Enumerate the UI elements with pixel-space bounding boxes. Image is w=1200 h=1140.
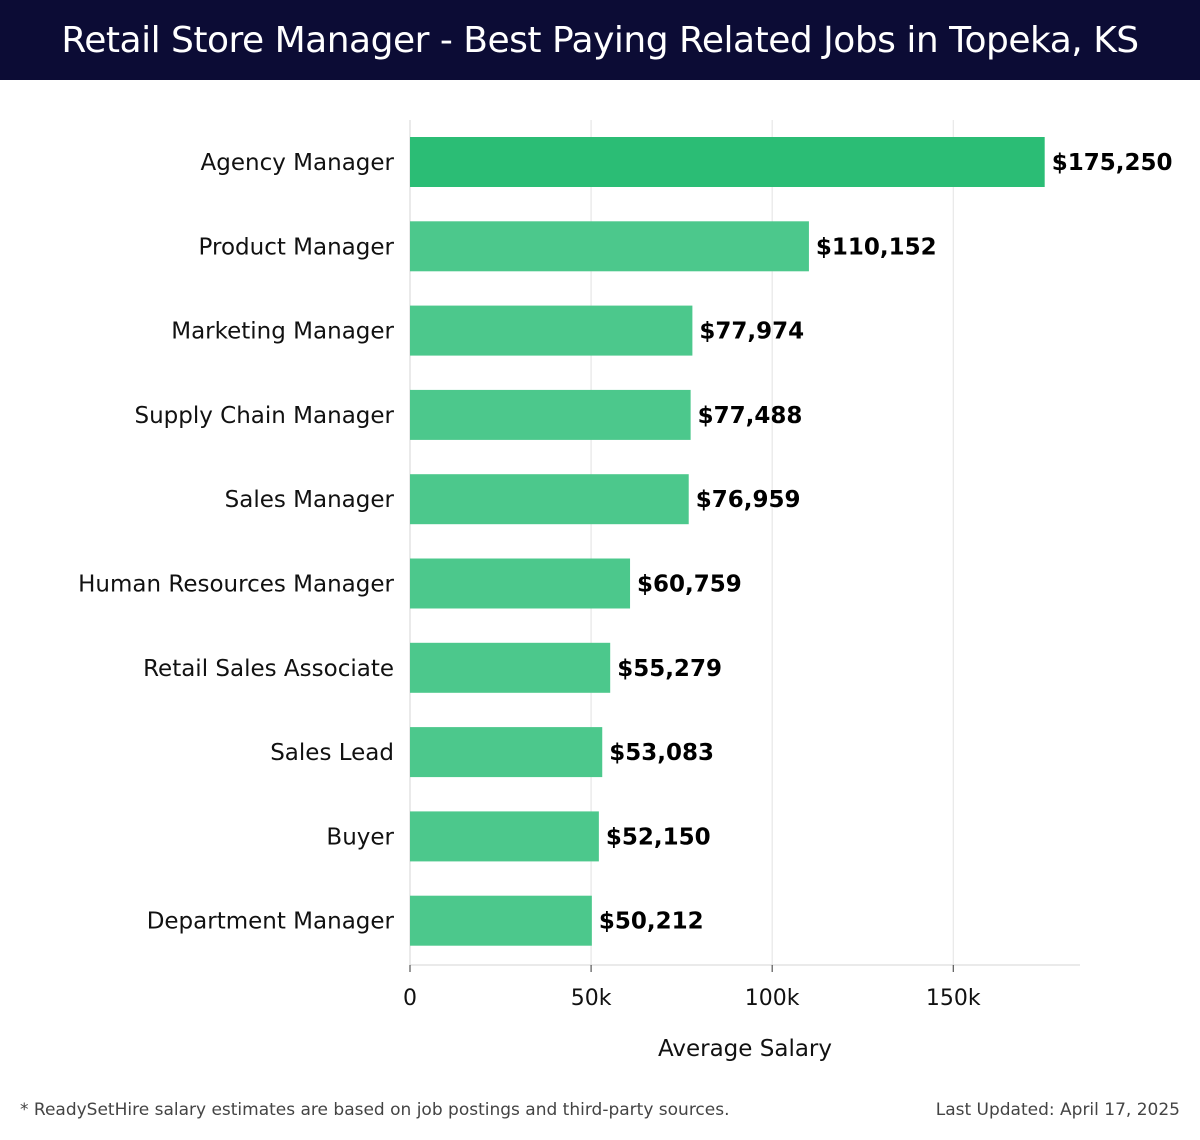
salary-bar-chart: Agency Manager $175,250 Product Manager $11… bbox=[0, 80, 1200, 1090]
value-label: $50,212 bbox=[599, 909, 704, 935]
category-label: Sales Lead bbox=[270, 740, 394, 766]
bar bbox=[410, 390, 691, 440]
page-title: Retail Store Manager - Best Paying Relat… bbox=[61, 20, 1138, 61]
header: Retail Store Manager - Best Paying Relat… bbox=[0, 0, 1200, 80]
value-label: $52,150 bbox=[606, 824, 711, 850]
category-label: Department Manager bbox=[147, 909, 395, 935]
value-label: $77,488 bbox=[698, 403, 803, 429]
bar bbox=[410, 221, 809, 271]
category-label: Agency Manager bbox=[201, 150, 395, 176]
category-label: Retail Sales Associate bbox=[143, 656, 394, 682]
value-label: $110,152 bbox=[816, 234, 937, 260]
x-tick-label: 0 bbox=[403, 986, 417, 1011]
value-label: $76,959 bbox=[696, 487, 801, 513]
category-label: Marketing Manager bbox=[171, 319, 394, 345]
x-axis-label: Average Salary bbox=[658, 1036, 832, 1062]
x-tick-label: 100k bbox=[745, 986, 800, 1011]
bar bbox=[410, 811, 599, 861]
bar bbox=[410, 137, 1045, 187]
footer-note: * ReadySetHire salary estimates are base… bbox=[20, 1100, 730, 1120]
category-label: Product Manager bbox=[199, 234, 395, 260]
bar bbox=[410, 896, 592, 946]
bar bbox=[410, 306, 692, 356]
category-label: Sales Manager bbox=[225, 487, 395, 513]
category-label: Human Resources Manager bbox=[78, 572, 394, 598]
value-label: $53,083 bbox=[609, 740, 714, 766]
x-tick-label: 50k bbox=[571, 986, 612, 1011]
bar bbox=[410, 559, 630, 609]
category-label: Buyer bbox=[326, 824, 394, 850]
last-updated: Last Updated: April 17, 2025 bbox=[936, 1100, 1180, 1120]
bar bbox=[410, 474, 689, 524]
bar bbox=[410, 643, 610, 693]
x-tick-label: 150k bbox=[926, 986, 981, 1011]
category-label: Supply Chain Manager bbox=[134, 403, 394, 429]
value-label: $175,250 bbox=[1052, 150, 1173, 176]
value-label: $55,279 bbox=[617, 656, 722, 682]
bar bbox=[410, 727, 602, 777]
value-label: $60,759 bbox=[637, 572, 742, 598]
value-label: $77,974 bbox=[699, 319, 804, 345]
